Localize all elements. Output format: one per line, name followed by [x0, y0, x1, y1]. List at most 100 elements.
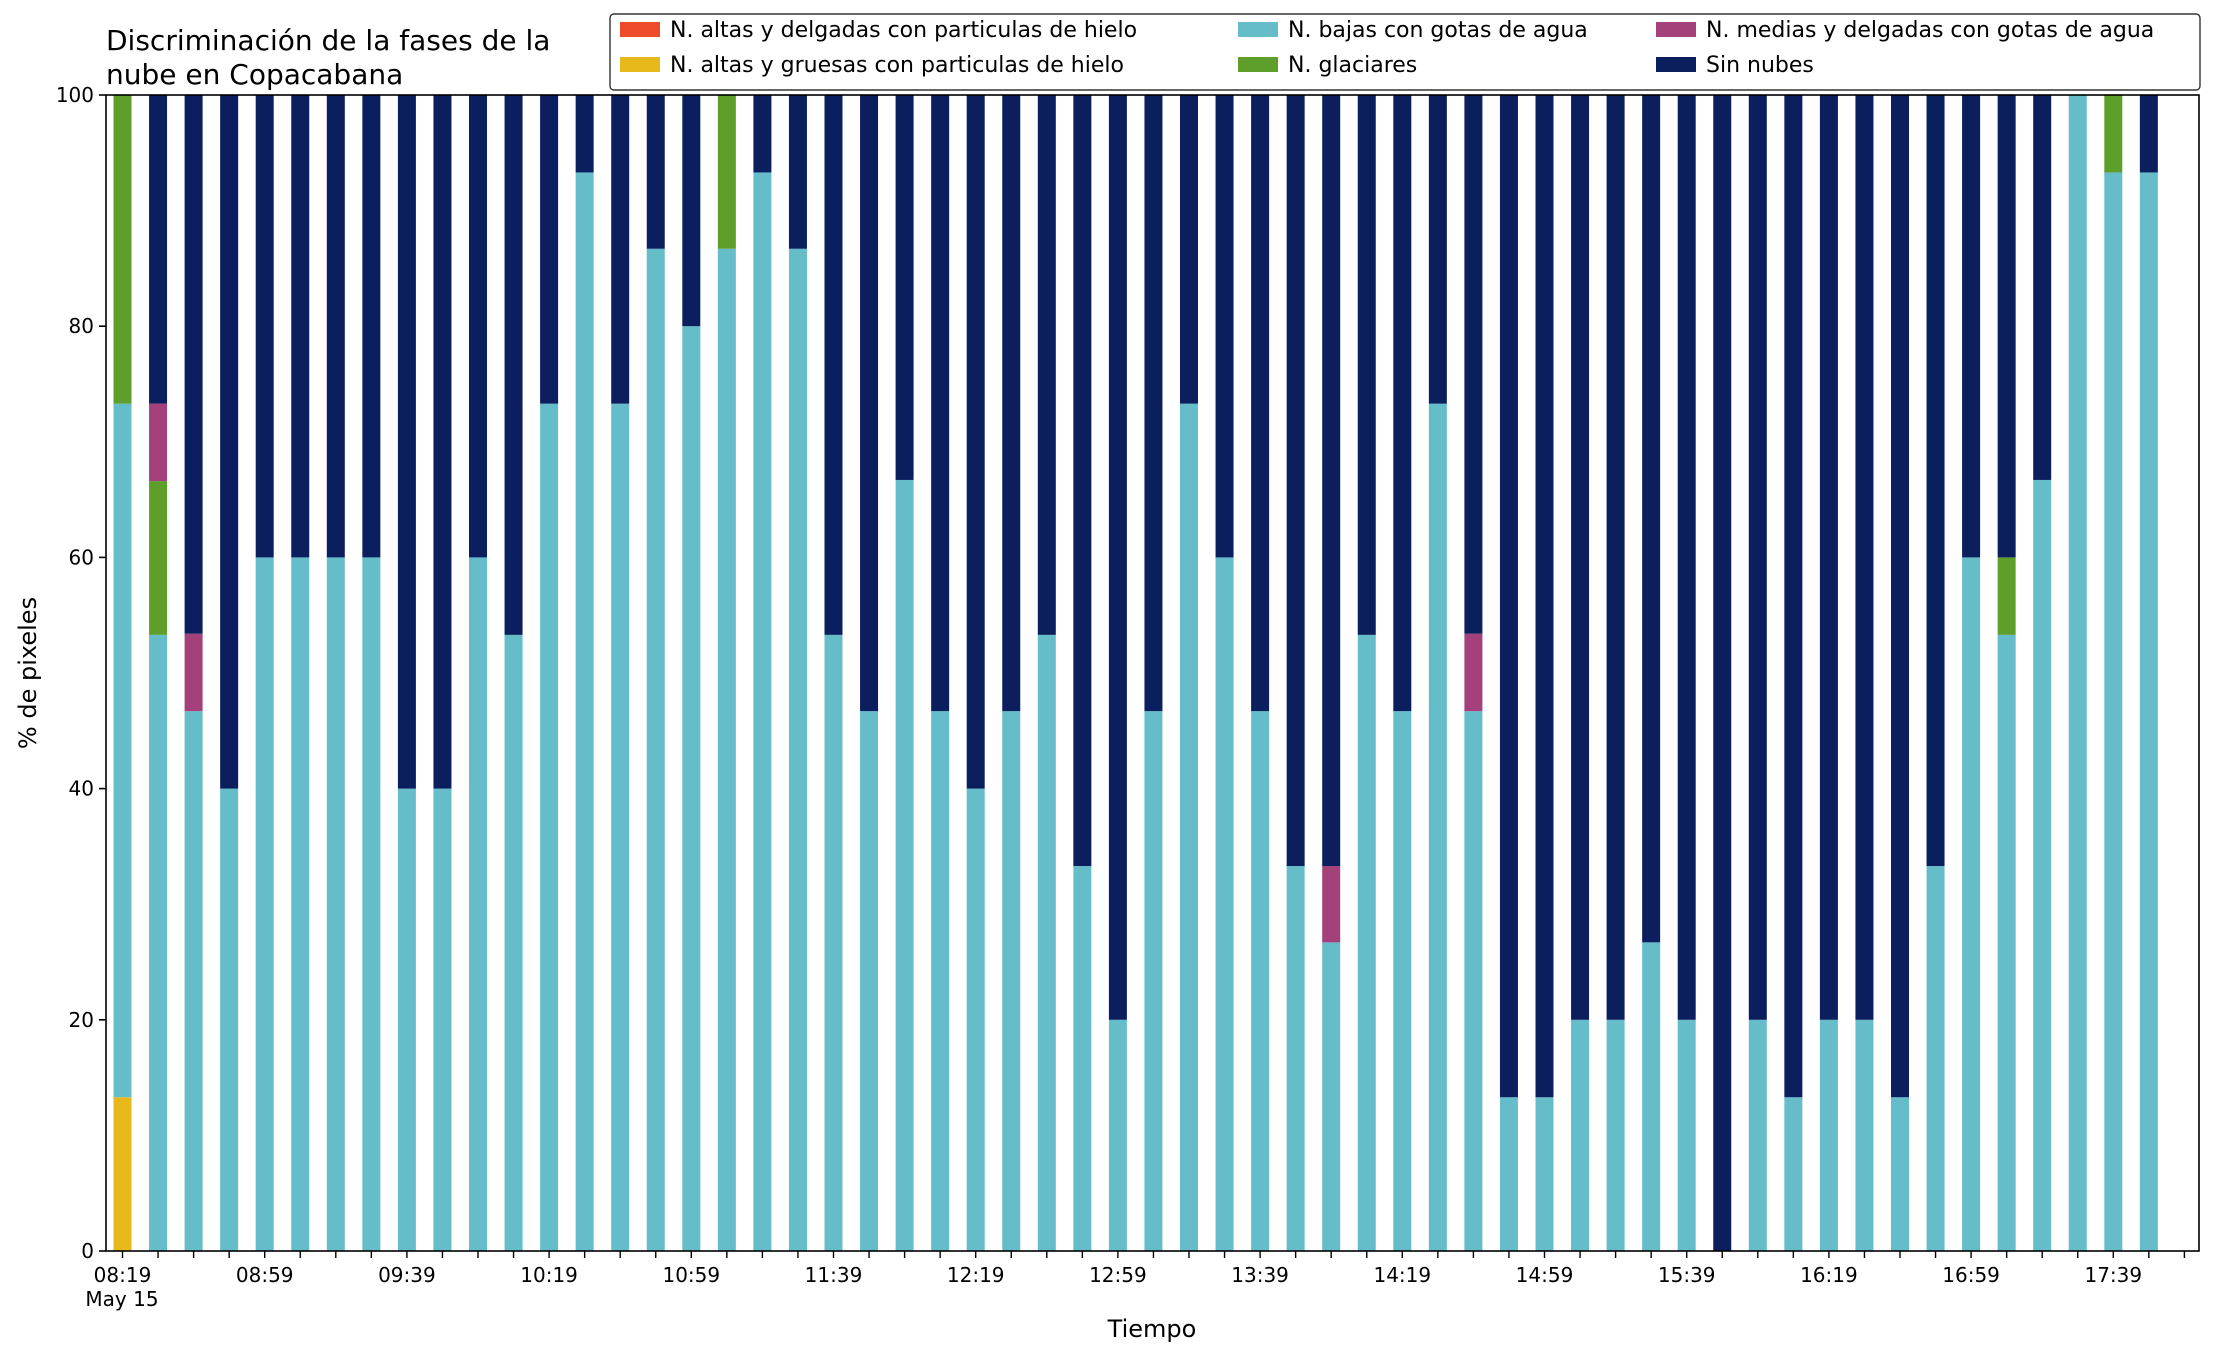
x-tick-label: 10:59: [662, 1263, 720, 1287]
bar-segment: [1428, 403, 1447, 1251]
bar-segment: [113, 1097, 132, 1251]
x-tick-label: 14:19: [1373, 1263, 1431, 1287]
bar-segment: [1606, 1019, 1625, 1251]
bar-segment: [1855, 95, 1874, 1020]
bar-segment: [1002, 95, 1021, 712]
bar-segment: [1144, 95, 1163, 712]
bar-segment: [1642, 95, 1661, 943]
bar-segment: [433, 788, 452, 1251]
x-tick-label: 16:59: [1942, 1263, 2000, 1287]
bar-segment: [1322, 95, 1341, 867]
bar-segment: [1606, 95, 1625, 1020]
bar-segment: [1962, 95, 1981, 558]
legend-swatch: [1656, 22, 1696, 37]
bar-segment: [469, 95, 487, 558]
x-tick-label: 12:19: [947, 1263, 1005, 1287]
bar-segment: [149, 95, 168, 404]
bar-segment: [575, 95, 594, 173]
bar-segment: [1108, 1019, 1127, 1251]
bar-segment: [1393, 711, 1412, 1251]
bar-segment: [1926, 866, 1945, 1251]
legend-swatch: [1656, 57, 1696, 72]
bar-segment: [753, 95, 772, 173]
bar-segment: [682, 95, 701, 327]
x-tick-label: 10:19: [520, 1263, 578, 1287]
bar-segment: [1144, 711, 1163, 1251]
bar-segment: [397, 788, 416, 1251]
bar-segment: [504, 95, 523, 635]
x-tick-label: 08:19: [94, 1263, 152, 1287]
y-axis-label: % de pixeles: [14, 597, 42, 749]
bar-segment: [255, 95, 274, 558]
bar-segment: [1748, 1019, 1767, 1251]
bar-segment: [1891, 1097, 1909, 1251]
bar-segment: [2104, 95, 2123, 173]
bar-segment: [1784, 1097, 1803, 1251]
bar-segment: [326, 95, 345, 558]
bar-segment: [540, 95, 559, 404]
bar-segment: [788, 95, 807, 249]
bar-segment: [753, 172, 772, 1252]
bar-segment: [220, 788, 239, 1251]
bar-segment: [469, 557, 487, 1251]
bar-segment: [184, 711, 203, 1251]
bar-segment: [2139, 172, 2158, 1252]
bar-segment: [1180, 403, 1198, 1251]
bar-segment: [149, 481, 168, 635]
bar-segment: [1428, 95, 1447, 404]
bar-segment: [326, 557, 345, 1251]
bar-segment: [788, 248, 807, 1251]
legend-label: N. altas y gruesas con particulas de hie…: [670, 53, 1124, 78]
bar-segment: [1357, 634, 1376, 1251]
bar-segment: [1571, 95, 1590, 1020]
bar-segment: [682, 326, 701, 1251]
bar-segment: [1819, 95, 1838, 1020]
x-tick-label: 13:39: [1231, 1263, 1289, 1287]
bar-segment: [824, 634, 843, 1251]
bar-segment: [646, 248, 665, 1251]
bar-segment: [1286, 866, 1305, 1251]
bar-segment: [1784, 95, 1803, 1098]
bar-segment: [362, 95, 381, 558]
y-tick-label: 20: [69, 1008, 94, 1032]
bar-segment: [1357, 95, 1376, 635]
y-tick-label: 60: [69, 545, 94, 569]
x-tick-sublabel: May 15: [85, 1287, 158, 1311]
y-axis: 0 20 40 60 80 100: [56, 83, 106, 1263]
bar-segment: [1891, 95, 1909, 1098]
x-tick-label: 15:39: [1658, 1263, 1716, 1287]
bar-segment: [966, 788, 985, 1251]
legend-label: N. bajas con gotas de agua: [1288, 18, 1588, 43]
y-tick-label: 40: [69, 777, 94, 801]
legend-swatch: [1238, 22, 1278, 37]
x-axis: May 15 08:19 08:59 09:39 10:19 10:59 11:39 12:…: [85, 1251, 2186, 1311]
bar-segment: [646, 95, 665, 249]
bar-segment: [824, 95, 843, 635]
bar-segment: [1002, 711, 1021, 1251]
bar-segment: [220, 95, 239, 789]
bar-segment: [1073, 95, 1092, 867]
legend-label: Sin nubes: [1706, 53, 1814, 78]
bar-segment: [1997, 95, 2016, 558]
bar-segment: [1073, 866, 1092, 1251]
x-tick-label: 09:39: [378, 1263, 436, 1287]
bar-segment: [1180, 95, 1198, 404]
chart-title-line-1: Discriminación de la fases de la: [106, 24, 550, 57]
x-tick-label: 16:19: [1800, 1263, 1858, 1287]
legend-label: N. altas y delgadas con particulas de hi…: [670, 18, 1137, 43]
bar-segment: [1037, 95, 1056, 635]
legend-label: N. medias y delgadas con gotas de agua: [1706, 18, 2154, 43]
bar-segment: [1962, 557, 1981, 1251]
bar-segment: [611, 95, 630, 404]
bar-segment: [1997, 557, 2016, 635]
bar-segment: [611, 403, 630, 1251]
legend-box: [609, 13, 2201, 91]
bar-segment: [1926, 95, 1945, 867]
bar-segment: [1215, 95, 1234, 558]
bar-segment: [717, 248, 736, 1251]
bar-segment: [1322, 866, 1341, 943]
bar-segment: [1108, 95, 1127, 1020]
bar-segment: [2033, 95, 2052, 480]
bar-segment: [291, 95, 310, 558]
